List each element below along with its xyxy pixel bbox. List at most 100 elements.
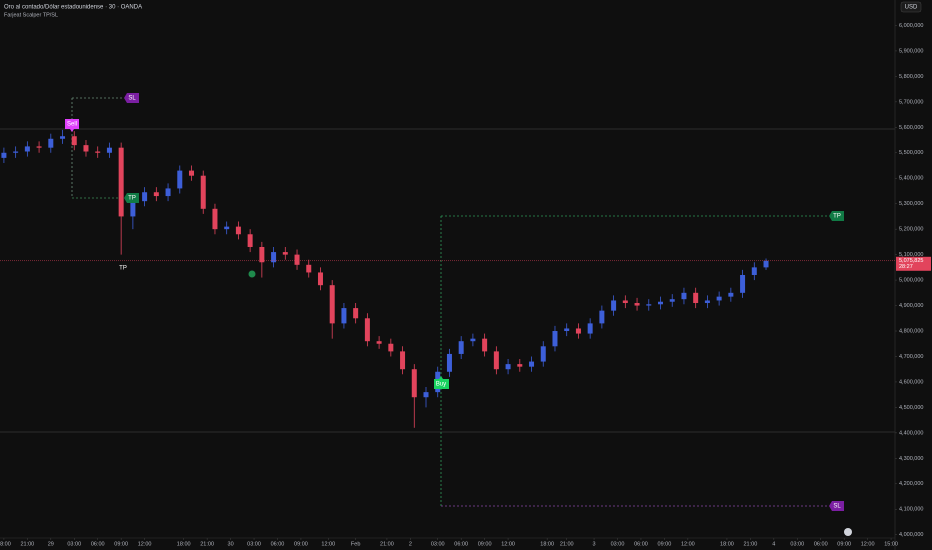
candle-body — [423, 392, 429, 398]
candle-body — [364, 318, 370, 342]
candle-body — [106, 147, 112, 153]
candle-body — [611, 300, 617, 311]
y-tick-label: 4,800,000 — [899, 328, 923, 334]
tp-label-shape — [124, 193, 139, 203]
candle-body — [763, 260, 769, 268]
candle-body — [529, 361, 535, 367]
candle-body — [622, 300, 628, 304]
y-tick-label: 5,800,000 — [899, 74, 923, 80]
sl-label: SL — [128, 96, 136, 102]
x-tick-label: 09:00 — [658, 541, 672, 547]
x-tick-label: 09:00 — [837, 541, 851, 547]
x-tick-label: 21:00 — [200, 541, 214, 547]
candle-body — [247, 234, 253, 247]
x-tick-label: 18:00 — [720, 541, 734, 547]
sl-label: SL — [833, 504, 841, 510]
candle-body — [658, 301, 664, 305]
y-tick-label: 5,600,000 — [899, 125, 923, 131]
candle-body — [36, 146, 42, 148]
y-tick-label: 5,700,000 — [899, 99, 923, 105]
candle-body — [48, 138, 54, 148]
candle-body — [493, 351, 499, 370]
candle-body — [517, 364, 523, 367]
last-price-label: 5,075,825 — [899, 258, 923, 264]
candle-body — [634, 303, 640, 306]
x-tick-label: 06:00 — [454, 541, 468, 547]
x-tick-label: 03:00 — [431, 541, 445, 547]
x-tick-label: 06:00 — [271, 541, 285, 547]
candle-body — [575, 328, 581, 334]
candles — [1, 129, 769, 428]
candle-body — [376, 341, 382, 344]
sell-label-shape — [65, 119, 79, 132]
sell-box — [71, 97, 124, 199]
candle-body — [587, 323, 593, 334]
candle-body — [400, 351, 406, 370]
buy-box — [440, 215, 829, 507]
candle-body — [282, 252, 288, 255]
x-tick-label: 15:00 — [884, 541, 898, 547]
candle-body — [669, 299, 675, 302]
candle-body — [646, 304, 652, 306]
candle-body — [83, 145, 89, 152]
x-tick-label: 18:00 — [540, 541, 554, 547]
signal-dot — [248, 270, 256, 278]
candle-body — [505, 364, 511, 370]
candle-body — [329, 285, 335, 324]
x-tick-label: 30 — [228, 541, 234, 547]
x-tick-label: 29 — [48, 541, 54, 547]
tp-label-shape — [829, 211, 844, 221]
x-tick-label: 21:00 — [744, 541, 758, 547]
candle-body — [165, 188, 171, 197]
buy-label-shape — [434, 376, 449, 389]
candle-body — [294, 254, 300, 265]
candle-body — [341, 308, 347, 324]
x-tick-label: 21:00 — [20, 541, 34, 547]
sl-label-shape — [124, 93, 139, 103]
candle-body — [212, 208, 218, 230]
y-tick-label: 4,700,000 — [899, 354, 923, 360]
x-tick-label: 18:00 — [177, 541, 191, 547]
x-tick-label: 21:00 — [380, 541, 394, 547]
tp-label: TP — [833, 214, 841, 220]
candle-body — [189, 170, 195, 176]
candle-body — [458, 341, 464, 354]
candle-body — [388, 343, 394, 352]
candle-body — [95, 151, 101, 153]
y-tick-label: 4,200,000 — [899, 481, 923, 487]
candle-body — [118, 147, 124, 217]
candle-body — [353, 308, 359, 319]
y-tick-label: 4,300,000 — [899, 456, 923, 462]
x-tick-label: 21:00 — [560, 541, 574, 547]
candle-body — [693, 292, 699, 304]
last-price-badge — [896, 256, 931, 271]
candle-body — [24, 146, 30, 152]
indicator-name: Farjeat Scalper TP/SL — [4, 12, 58, 18]
candle-body — [540, 346, 546, 362]
buy-label: Buy — [436, 382, 446, 388]
tp-hit-label: TP — [119, 266, 127, 272]
candle-body — [552, 331, 558, 347]
y-tick-label: 5,100,000 — [899, 252, 923, 258]
x-tick-label: 12:00 — [321, 541, 335, 547]
y-tick-label: 5,900,000 — [899, 48, 923, 54]
candle-body — [153, 192, 159, 197]
y-tick-label: 6,000,000 — [899, 23, 923, 29]
sell-label: Sell — [67, 122, 77, 128]
candle-body — [564, 328, 570, 332]
y-tick-label: 4,900,000 — [899, 303, 923, 309]
candle-body — [200, 175, 206, 209]
candle-body — [13, 151, 19, 153]
y-tick-label: 5,200,000 — [899, 227, 923, 233]
candle-body — [224, 226, 230, 230]
x-tick-label: 12:00 — [681, 541, 695, 547]
x-tick-label: 2 — [409, 541, 412, 547]
candle-body — [130, 201, 136, 217]
sl-label-shape — [829, 501, 844, 511]
x-tick-label: 09:00 — [114, 541, 128, 547]
x-tick-label: 03:00 — [611, 541, 625, 547]
x-tick-label: 09:00 — [294, 541, 308, 547]
candle-body — [235, 226, 241, 235]
